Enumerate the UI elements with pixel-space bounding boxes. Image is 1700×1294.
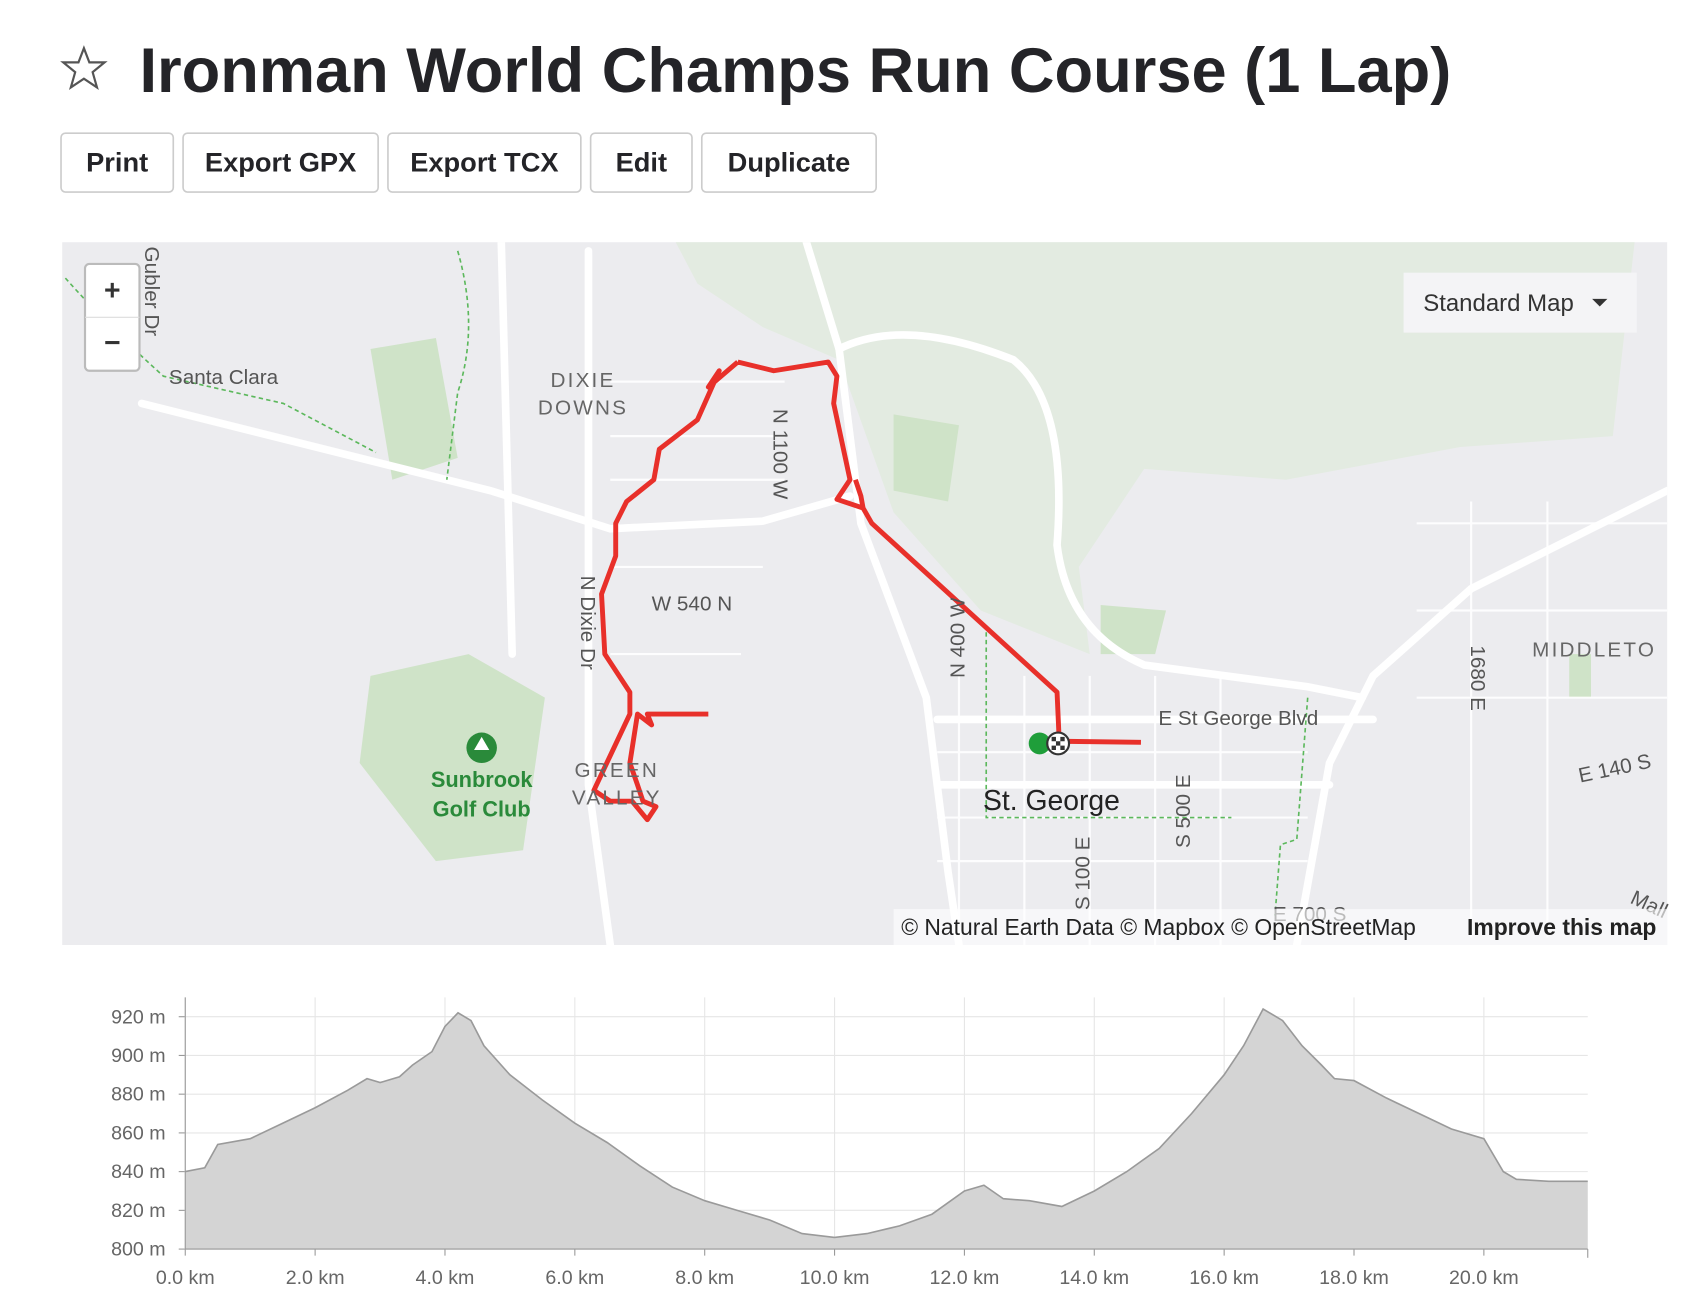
- x-tick-label: 2.0 km: [286, 1267, 345, 1289]
- map-style-menu[interactable]: Standard Map: [1403, 272, 1637, 333]
- x-tick-label: 12.0 km: [930, 1267, 1000, 1289]
- map-label: S 500 E: [1172, 774, 1195, 848]
- x-tick-label: 16.0 km: [1189, 1267, 1259, 1289]
- zoom-out[interactable]: −: [104, 327, 121, 359]
- button-label: Export GPX: [205, 146, 356, 177]
- x-tick-label: 18.0 km: [1319, 1267, 1389, 1289]
- x-tick-label: 8.0 km: [675, 1267, 734, 1289]
- page-title: Ironman World Champs Run Course (1 Lap): [139, 36, 1451, 106]
- x-tick-label: 6.0 km: [545, 1267, 604, 1289]
- elevation-chart: 800 m 820 m 840 m 860 m 880 m 900 m 920 m 0.0 k…: [111, 997, 1589, 1289]
- export-tcx-button[interactable]: Export TCX: [387, 132, 582, 193]
- y-tick-label: 820 m: [111, 1200, 166, 1222]
- button-label: Export TCX: [410, 146, 558, 177]
- map-label: W 540 N: [652, 592, 732, 615]
- zoom-in[interactable]: +: [104, 275, 121, 307]
- y-tick-label: 900 m: [111, 1045, 166, 1067]
- map-label: MIDDLETO: [1532, 638, 1656, 661]
- map[interactable]: Santa Clara DIXIE DOWNS N 1100 W W 540 N…: [62, 242, 1671, 946]
- route-line: [591, 359, 1141, 823]
- edit-button[interactable]: Edit: [589, 132, 693, 193]
- map-label: St. George: [983, 785, 1120, 817]
- export-gpx-button[interactable]: Export GPX: [182, 132, 379, 193]
- button-label: Edit: [616, 146, 667, 177]
- elevation-area: [185, 1009, 1588, 1250]
- map-label: Santa Clara: [169, 366, 279, 389]
- map-style-label: Standard Map: [1423, 290, 1574, 317]
- button-label: Duplicate: [728, 146, 851, 177]
- y-tick-label: 920 m: [111, 1006, 166, 1028]
- y-tick-label: 840 m: [111, 1161, 166, 1183]
- start-marker: [1028, 732, 1051, 755]
- map-label: N Dixie Dr: [576, 576, 599, 670]
- map-label: 1680 E: [1466, 645, 1489, 711]
- duplicate-button[interactable]: Duplicate: [700, 132, 877, 193]
- y-tick-label: 860 m: [111, 1122, 166, 1144]
- y-tick-label: 880 m: [111, 1084, 166, 1106]
- elevation-line: [185, 1007, 1588, 1239]
- map-label: Sunbrook: [431, 767, 534, 792]
- map-attribution: © Natural Earth Data © Mapbox © OpenStre…: [901, 914, 1416, 940]
- button-label: Print: [86, 146, 148, 177]
- map-label: Golf Club: [433, 796, 531, 821]
- map-label: Gubler Dr: [140, 247, 163, 337]
- map-label: N 1100 W: [769, 409, 792, 500]
- print-button[interactable]: Print: [60, 132, 175, 193]
- map-label: DIXIE: [551, 369, 616, 392]
- x-tick-label: 20.0 km: [1449, 1267, 1519, 1289]
- map-label: S 100 E: [1072, 837, 1095, 911]
- favorite-star[interactable]: [60, 45, 108, 90]
- zoom-control: + −: [83, 262, 141, 372]
- map-label: VALLEY: [572, 786, 662, 809]
- map-label: DOWNS: [538, 396, 628, 419]
- x-tick-label: 10.0 km: [800, 1267, 870, 1289]
- map-label: E St George Blvd: [1158, 707, 1318, 730]
- improve-map-link[interactable]: Improve this map: [1467, 914, 1656, 940]
- y-tick-label: 800 m: [111, 1239, 166, 1261]
- x-tick-label: 0.0 km: [156, 1267, 215, 1289]
- x-tick-label: 14.0 km: [1059, 1267, 1129, 1289]
- map-label: GREEN: [575, 759, 659, 782]
- x-tick-label: 4.0 km: [416, 1267, 475, 1289]
- map-label: N 400 W: [946, 597, 969, 678]
